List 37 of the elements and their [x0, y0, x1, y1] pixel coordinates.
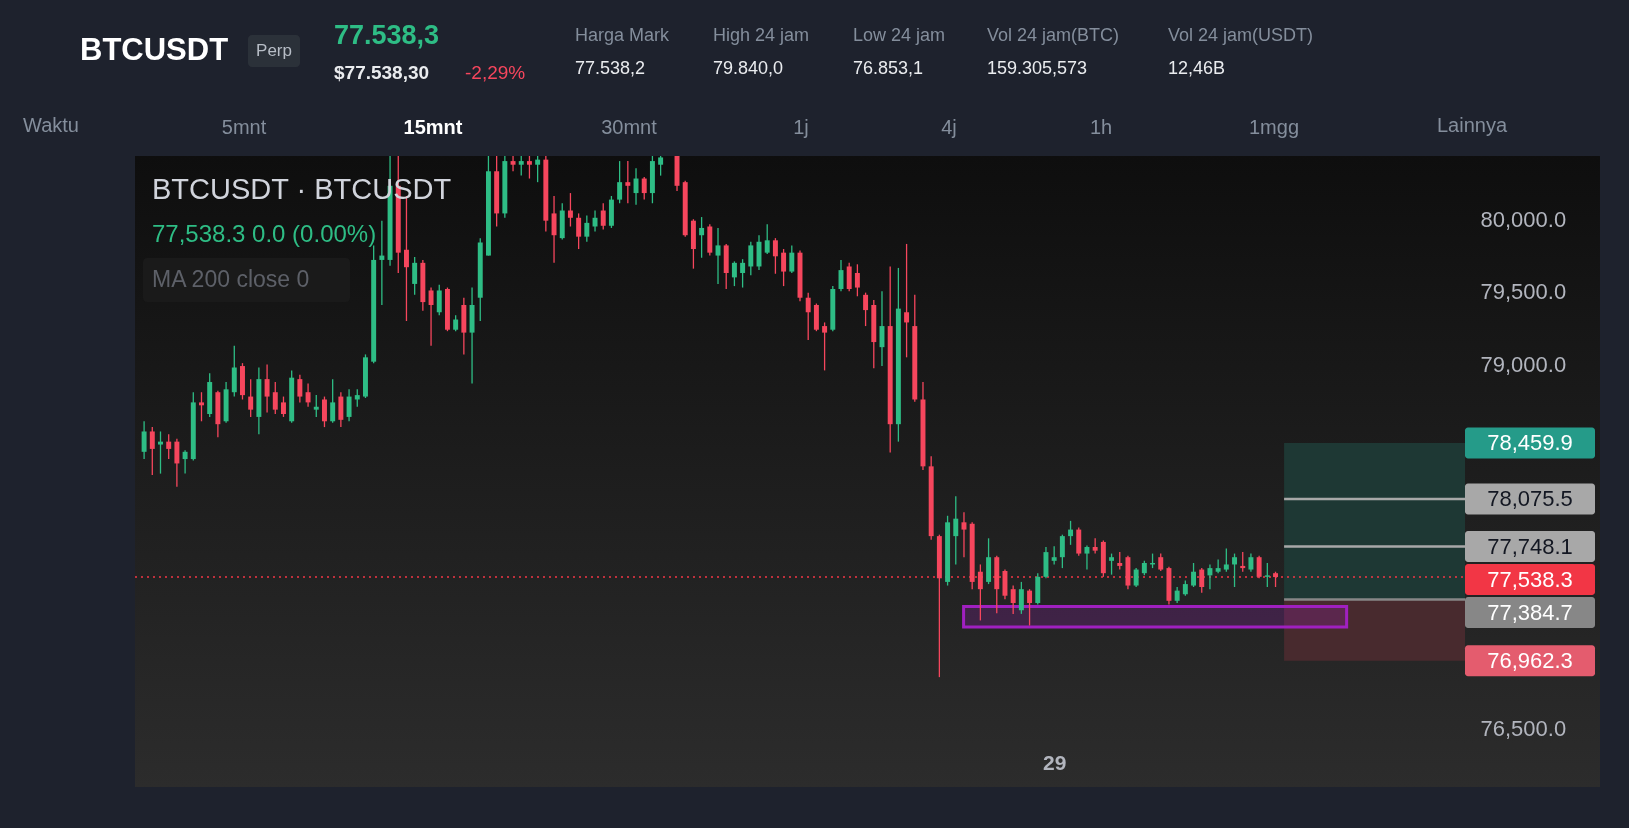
ref-line-label: 78,075.5 [1487, 485, 1573, 511]
text: 77.538,3 [334, 20, 440, 50]
chart-title: BTCUSDT [80, 32, 229, 67]
y-tick-label: 79,000.0 [1480, 352, 1567, 378]
text: 77.538,2 [575, 58, 646, 78]
text: Vol 24 jam(USDT) [1168, 25, 1314, 45]
text: Harga Mark [575, 25, 671, 45]
text: 1j [793, 116, 809, 138]
text: 4j [941, 116, 957, 138]
band-label: 78,459.9 [1487, 430, 1573, 456]
band-label: 76,962.3 [1487, 647, 1573, 673]
ref-line-label: 77,384.7 [1487, 599, 1573, 625]
text: 1mgg [1248, 116, 1300, 138]
text: Perp [256, 41, 292, 60]
text: Waktu [23, 114, 79, 136]
annotation: MA 200 close 0 [152, 266, 310, 292]
text: 5mnt [221, 116, 267, 138]
ref-line-label: 77,748.1 [1487, 533, 1573, 559]
text: 12,46B [1168, 58, 1226, 78]
annotation: 77,538.3 0.0 (0.00%) [152, 220, 377, 247]
text: Low 24 jam [853, 25, 946, 45]
text: 30mnt [601, 116, 658, 138]
text: 159.305,573 [987, 58, 1088, 78]
text: Vol 24 jam(BTC) [987, 25, 1120, 45]
y-tick-label: 76,500.0 [1480, 715, 1567, 741]
text: 15mnt [403, 116, 463, 138]
text: 76.853,1 [853, 58, 924, 78]
text: High 24 jam [713, 25, 810, 45]
y-tick-label: 80,000.0 [1480, 206, 1567, 232]
text: 1h [1089, 116, 1113, 138]
y-tick-label: 79,500.0 [1480, 279, 1567, 305]
x-tick-label: 29 [1042, 750, 1067, 774]
ref-line-label: 77,538.3 [1487, 566, 1573, 592]
text: 79.840,0 [713, 58, 784, 78]
text: -2,29% [465, 62, 526, 83]
text: $77.538,30 [334, 62, 430, 83]
text: Lainnya [1436, 114, 1508, 136]
